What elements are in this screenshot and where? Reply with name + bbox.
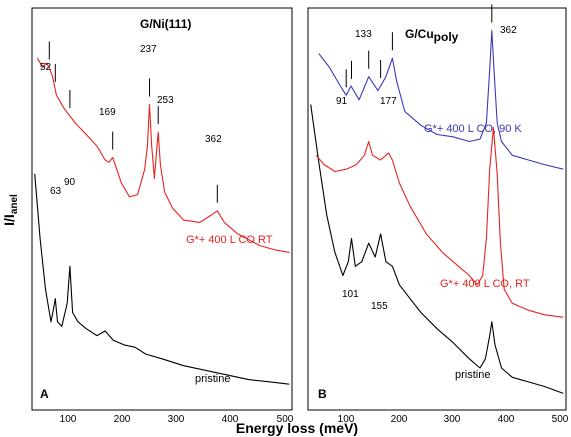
panel-a-legend-pristine: pristine	[195, 373, 230, 385]
panel-b-legend-co-rt: G*+ 400 L CO, RT	[440, 278, 530, 290]
panel-b-x-ticks: 100 200 300 400 500	[338, 414, 569, 425]
panel-a-peak-markers	[48, 41, 218, 203]
panel-a-x-tick: 500	[277, 414, 294, 425]
panel-b-title: G/Cupoly	[405, 27, 459, 44]
peak-label-101: 101	[342, 289, 359, 300]
panel-a-x-tick: 200	[114, 414, 131, 425]
panel-a-x-tick: 100	[60, 414, 77, 425]
panel-b-series-group	[310, 29, 564, 394]
panel-b-peak-markers	[345, 4, 493, 88]
panel-a-peak-labels: 52 63 90 169 237 253 362	[40, 44, 222, 197]
peak-label-253: 253	[157, 95, 174, 106]
panel-b-legend-co-90k: G*+ 400 L CO, 90 K	[424, 123, 522, 135]
panel-a-x-ticks: 100 200 300 400 500	[60, 414, 294, 425]
panel-b-series-line-0	[310, 104, 564, 394]
x-axis-title: Energy loss (meV)	[236, 420, 358, 436]
peak-label-177: 177	[380, 96, 397, 107]
panel-a-x-tick: 400	[222, 414, 239, 425]
peak-label-169: 169	[99, 107, 116, 118]
panel-b-x-tick: 400	[498, 414, 515, 425]
peak-label-155: 155	[371, 301, 388, 312]
panel-b-x-tick: 300	[444, 414, 461, 425]
peak-label-91: 91	[336, 96, 348, 107]
panel-b-x-tick: 200	[391, 414, 408, 425]
peak-label-362: 362	[205, 134, 222, 145]
panel-a-series-line-1	[36, 57, 290, 253]
peak-label-63: 63	[50, 186, 62, 197]
panel-b-x-tick: 100	[338, 414, 355, 425]
panel-a-x-tick: 300	[168, 414, 185, 425]
panel-a-title: G/Ni(111)	[140, 17, 191, 31]
panel-b-x-tick: 500	[552, 414, 569, 425]
peak-label-237: 237	[140, 44, 157, 55]
panel-b-peak-labels: 91 101 133 155 177 362	[336, 25, 517, 312]
panel-b-legend-pristine: pristine	[455, 369, 490, 381]
panel-a: G/Ni(111) A pristine G*+ 400 L CO RT 100…	[31, 7, 294, 425]
peak-label-133: 133	[355, 29, 372, 40]
panel-a-frame	[31, 7, 293, 411]
y-axis-title: I/Ianel	[1, 194, 20, 226]
peak-label-362-b: 362	[500, 25, 517, 36]
panel-b: G/Cupoly B pristine G*+ 400 L CO, RT G*+…	[307, 4, 569, 425]
panel-b-series-line-1	[315, 127, 564, 318]
panel-b-letter: B	[318, 387, 327, 401]
panel-a-series-line-0	[34, 173, 290, 385]
panel-b-series-line-2	[318, 29, 564, 170]
panel-a-series-group	[34, 57, 290, 385]
peak-label-52: 52	[40, 62, 52, 73]
panel-a-letter: A	[40, 387, 49, 401]
panel-a-legend-co-rt: G*+ 400 L CO RT	[186, 234, 273, 246]
peak-label-90: 90	[64, 177, 76, 188]
panel-b-frame	[307, 7, 567, 411]
